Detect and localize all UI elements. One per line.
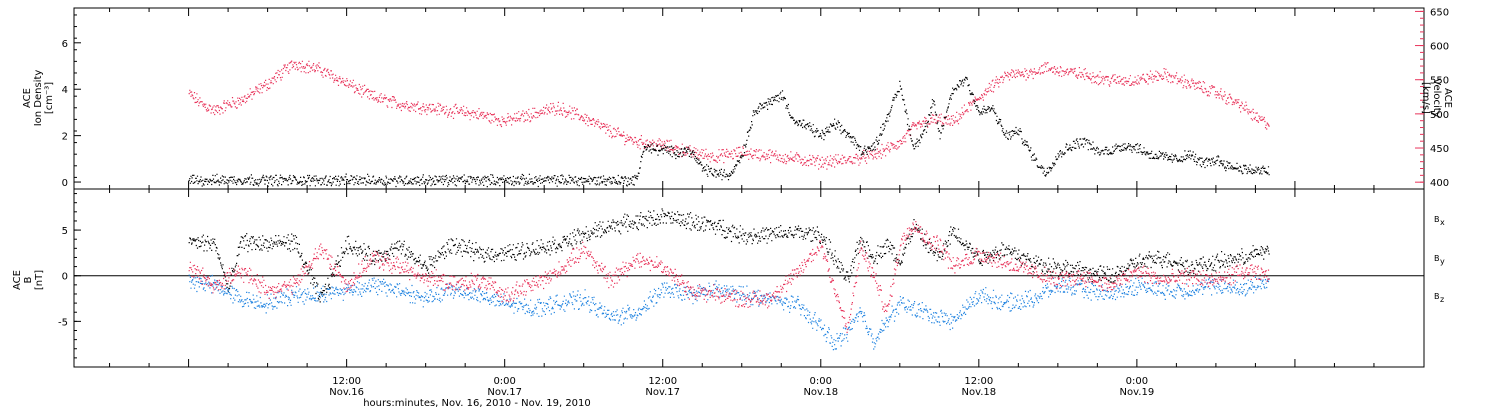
magnetic-field-panel: -5 0 5 ACE B [nT] B x B y B z: [12, 188, 1445, 368]
x-axis-label: hours:minutes, Nov. 16, 2010 - Nov. 19, …: [363, 398, 591, 409]
bx-legend: B x: [1434, 215, 1445, 227]
magnetic-field-panel-frame: [73, 188, 1425, 368]
density-points: [188, 76, 1270, 188]
velocity-tick-label: 550: [1430, 76, 1449, 87]
by-legend-label: B: [1434, 254, 1440, 263]
x-tick-time-label: 0:00: [1126, 376, 1148, 387]
x-tick-time-label: 0:00: [493, 376, 515, 387]
plasma-data: [188, 60, 1270, 188]
bz-points: [188, 221, 1270, 333]
by-legend: B y: [1434, 254, 1445, 266]
bz-legend-sub: z: [1440, 295, 1444, 304]
b-axis-label-line-3: [nT]: [34, 270, 45, 290]
bx-legend-label: B: [1434, 215, 1440, 224]
plasma-panel-frame: [73, 7, 1425, 190]
b-axis-label-line-1: ACE: [12, 270, 23, 290]
x-tick-date-label: Nov.19: [1120, 387, 1155, 398]
x-tick-time-label: 0:00: [810, 376, 832, 387]
density-axis-label-line-3: [cm⁻³]: [44, 82, 55, 114]
density-tick-label: 4: [62, 85, 68, 96]
velocity-tick-label: 650: [1430, 7, 1449, 18]
density-axis-label-line-2: Ion Density: [33, 70, 44, 127]
by-legend-sub: y: [1440, 257, 1445, 266]
velocity-tick-label: 600: [1430, 42, 1449, 53]
velocity-axis-label-line-3: [km/s]: [1420, 82, 1431, 114]
bz-legend-label: B: [1434, 292, 1440, 301]
x-tick-date-label: Nov.18: [803, 387, 838, 398]
velocity-tick-label: 400: [1430, 178, 1449, 189]
velocity-tick-label: 450: [1430, 144, 1449, 155]
density-tick-label: 0: [62, 178, 68, 189]
bx-legend-sub: x: [1440, 218, 1445, 227]
velocity-axis-label-line-2: Velocity: [1431, 78, 1442, 117]
b-axis-label-line-2: B: [23, 276, 34, 283]
x-tick-date-label: Nov.16: [329, 387, 364, 398]
x-tick-time-label: 12:00: [332, 376, 361, 387]
bz-legend: B z: [1434, 292, 1444, 304]
b-tick-label: 0: [62, 272, 68, 283]
x-tick-date-label: Nov.17: [645, 387, 680, 398]
x-axis-tick-labels: 12:00Nov.160:00Nov.1712:00Nov.170:00Nov.…: [329, 376, 1154, 398]
by-points: [188, 274, 1270, 351]
magnetic-field-data: [188, 208, 1270, 351]
velocity-axis-label-line-1: ACE: [1442, 88, 1453, 108]
x-tick-time-label: 12:00: [648, 376, 677, 387]
x-tick-time-label: 12:00: [964, 376, 993, 387]
b-tick-label: 5: [62, 226, 68, 237]
density-tick-label: 6: [62, 39, 68, 50]
plasma-panel-x-ticks: [109, 8, 1375, 189]
b-tick-label: -5: [58, 317, 68, 328]
density-axis: 0 2 4 6: [62, 14, 81, 189]
x-tick-date-label: Nov.18: [962, 387, 997, 398]
field-panel-x-ticks: [109, 189, 1375, 367]
velocity-tick-label: 500: [1430, 110, 1449, 121]
density-tick-label: 2: [62, 132, 68, 143]
velocity-axis: 400 450 500 550 600 650: [1415, 7, 1449, 190]
density-axis-label-line-1: ACE: [22, 88, 33, 108]
x-tick-date-label: Nov.17: [487, 387, 522, 398]
